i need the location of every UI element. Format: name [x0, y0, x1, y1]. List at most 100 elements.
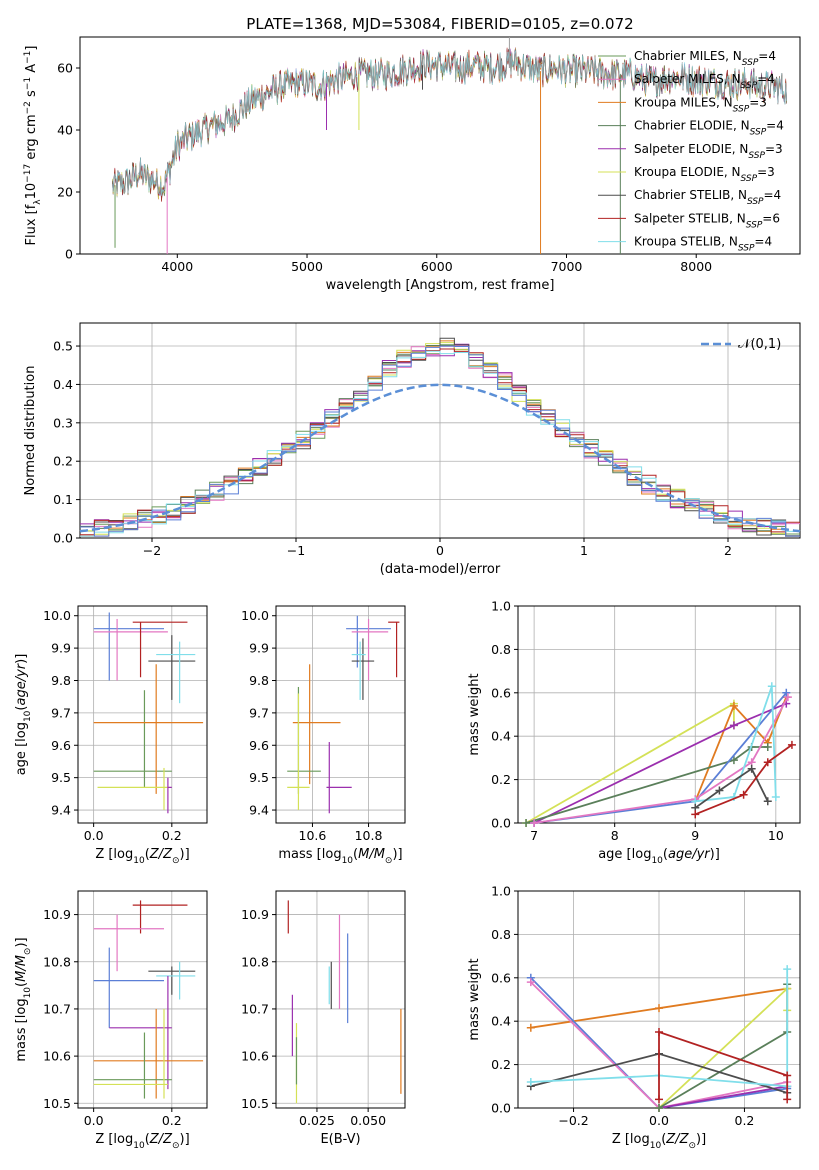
x-tick-label: −1: [287, 543, 305, 558]
series-point: [655, 1095, 663, 1104]
x-tick-label: 0.0: [84, 828, 104, 843]
series-point: [715, 786, 724, 795]
label-part: SSP: [733, 104, 750, 114]
label-part: age [log: [14, 722, 29, 775]
x-tick-label: 0: [436, 543, 444, 558]
y-tick-label: 1.0: [491, 599, 511, 614]
normal-curve: [79, 383, 801, 533]
series-point: [655, 1004, 663, 1013]
y-tick-label: 0.2: [491, 772, 511, 787]
label-part: =4: [758, 49, 776, 63]
legend-entry: Kroupa MILES, NSSP=3: [634, 95, 767, 114]
series-point: [691, 810, 700, 819]
label-part: Salpeter ELODIE, N: [634, 142, 748, 156]
axes-frame: [79, 36, 801, 255]
legend-entry: Chabrier ELODIE, NSSP=4: [634, 119, 784, 138]
label-part: −17: [23, 164, 33, 183]
label-part: Flux [f: [24, 204, 39, 245]
y-tick-label: 9.5: [249, 770, 269, 785]
x-axis-label: E(B-V): [320, 1132, 360, 1147]
y-tick-label: 60: [57, 61, 73, 76]
y-tick-label: 9.6: [51, 738, 71, 753]
axes-frame: [275, 890, 406, 1109]
label-part: −1: [23, 77, 33, 90]
label-part: (: [661, 1132, 666, 1147]
label-part: SSP: [738, 244, 755, 254]
y-axis-label: Flux [fλ10−17 erg cm−2 s−1 A−1]: [23, 46, 43, 246]
y-axis-label: mass [log10(M/M⊙)]: [14, 937, 33, 1061]
y-axis-label: mass weight: [467, 958, 482, 1040]
x-tick-label: 0.025: [299, 1113, 335, 1128]
label-part: SSP: [741, 174, 758, 184]
series-point: [783, 1095, 792, 1104]
series-line: [530, 969, 789, 1088]
y-tick-label: 10.7: [241, 1001, 269, 1016]
label-part: (: [145, 847, 150, 862]
label-part: SSP: [741, 81, 758, 91]
label-part: 10: [342, 856, 354, 866]
panel-mass-vs-EBV: 0.025 0.050 10.5 10.6 10.7 10.8 10.9 E(B-V): [241, 890, 406, 1147]
y-tick-label: 10.0: [43, 608, 71, 623]
series-point: [771, 792, 780, 801]
label-part: =4: [766, 119, 784, 133]
x-tick-label: 0.2: [162, 828, 182, 843]
x-tick-label: 2: [724, 543, 732, 558]
series-point: [763, 758, 772, 767]
label-part: Kroupa ELODIE, N: [634, 165, 741, 179]
y-tick-label: 10.6: [43, 1049, 71, 1064]
label-part: 10: [133, 1141, 145, 1151]
spectrum-lines: [112, 37, 787, 254]
y-tick-label: 0.0: [491, 816, 511, 831]
y-tick-label: 9.8: [249, 673, 269, 688]
label-part: 10: [24, 183, 39, 200]
label-part: Z [log: [95, 847, 133, 862]
series-point: [782, 688, 791, 697]
series-line: [533, 696, 789, 824]
series-line: [695, 686, 777, 803]
legend-entry: Chabrier MILES, NSSP=4: [634, 49, 776, 68]
label-part: erg cm: [24, 114, 39, 163]
series-point: [655, 1028, 663, 1037]
y-axis-label: age [log10(age/yr)]: [14, 654, 33, 776]
y-tick-label: 0.4: [491, 729, 511, 744]
legend-entry: Salpeter ELODIE, NSSP=3: [634, 142, 783, 161]
label-part: )]: [14, 654, 29, 664]
axes-frame: [77, 890, 208, 1109]
y-tick-label: 10.0: [241, 608, 269, 623]
series-point: [747, 764, 756, 773]
y-tick-label: 0.1: [53, 492, 73, 507]
y-tick-label: 0.4: [491, 1014, 511, 1029]
label-part: )]: [180, 1132, 190, 1147]
label-part: M/M: [14, 955, 29, 982]
label-part: Salpeter MILES, N: [634, 72, 741, 86]
label-part: =4: [757, 72, 775, 86]
y-tick-label: 9.6: [249, 738, 269, 753]
y-tick-label: 10.5: [43, 1096, 71, 1111]
label-part: Kroupa STELIB, N: [634, 235, 738, 249]
label-part: mass [log: [14, 998, 29, 1061]
label-part: Z/Z: [149, 847, 173, 862]
label-part: )]: [710, 847, 720, 862]
series-line: [525, 702, 735, 824]
series-point: [530, 819, 539, 827]
label-part: (: [353, 847, 358, 862]
series-point: [763, 797, 772, 806]
x-tick-label: 4000: [161, 259, 193, 274]
legend-entry: Salpeter STELIB, NSSP=6: [634, 211, 780, 230]
series-point: [526, 1023, 535, 1032]
y-tick-label: 10.6: [241, 1049, 269, 1064]
y-tick-label: 0.8: [491, 642, 511, 657]
series-point: [729, 756, 738, 765]
label-part: SSP: [746, 220, 763, 230]
legend-entry: Kroupa STELIB, NSSP=4: [634, 235, 772, 254]
label-part: =4: [754, 235, 772, 249]
label-part: age [log: [598, 847, 651, 862]
x-tick-label: 10.6: [299, 828, 327, 843]
label-part: ⊙: [385, 856, 393, 866]
x-tick-label: 0.2: [162, 1113, 182, 1128]
x-axis-label: Z [log10(Z/Z⊙)]: [95, 1132, 189, 1151]
label-part: (: [663, 847, 668, 862]
x-tick-label: 7: [530, 828, 538, 843]
x-axis-label: wavelength [Angstrom, rest frame]: [326, 278, 555, 293]
